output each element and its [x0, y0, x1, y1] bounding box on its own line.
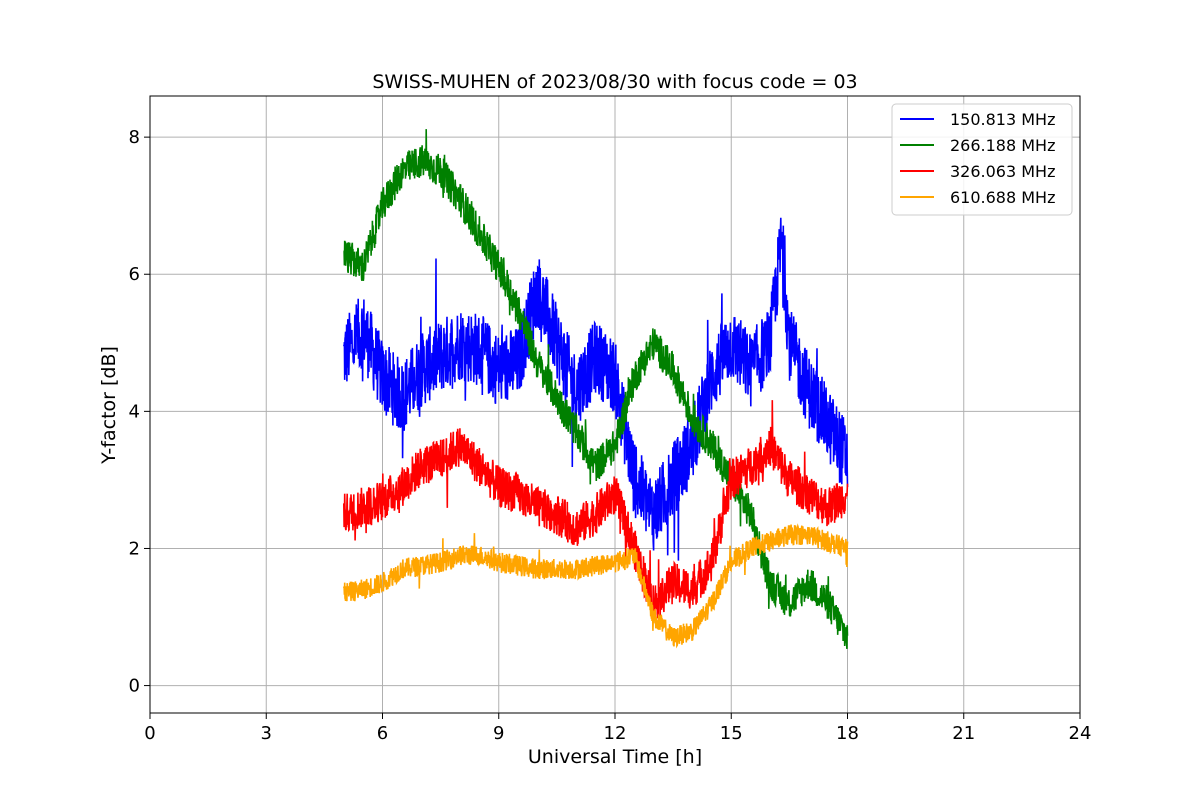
x-tick-label: 9: [493, 723, 504, 744]
x-tick-label: 12: [604, 723, 627, 744]
x-tick-label: 0: [144, 723, 155, 744]
chart-title: SWISS-MUHEN of 2023/08/30 with focus cod…: [372, 71, 857, 93]
y-tick-label: 4: [129, 401, 140, 422]
x-axis: 0 3 6 9 12 15 18 21 24: [144, 713, 1091, 744]
series-line-2: [343, 129, 849, 649]
series-line-4: [343, 523, 849, 649]
legend-label: 266.188 MHz: [950, 136, 1055, 155]
legend-box: [891, 103, 1073, 216]
x-axis-label: Universal Time [h]: [528, 746, 702, 768]
y-tick-label: 2: [129, 538, 140, 559]
x-tick-label: 21: [952, 723, 975, 744]
y-axis: 0 2 4 6 8: [129, 127, 150, 697]
series-layer: [343, 129, 849, 649]
x-tick-label: 3: [261, 723, 272, 744]
legend-label: 610.688 MHz: [950, 188, 1055, 207]
legend-label: 150.813 MHz: [950, 110, 1055, 129]
legend: 150.813 MHz 266.188 MHz 326.063 MHz 610.688…: [891, 103, 1073, 216]
x-tick-label: 18: [836, 723, 859, 744]
legend-label: 326.063 MHz: [950, 162, 1055, 181]
y-tick-label: 0: [129, 676, 140, 697]
x-tick-label: 24: [1069, 723, 1092, 744]
series-line-1: [343, 217, 849, 561]
series-line-3: [343, 400, 849, 619]
y-tick-label: 8: [129, 127, 140, 148]
x-tick-label: 6: [377, 723, 388, 744]
y-axis-label: Y-factor [dB]: [98, 346, 120, 465]
y-tick-label: 6: [129, 264, 140, 285]
x-tick-label: 15: [720, 723, 743, 744]
